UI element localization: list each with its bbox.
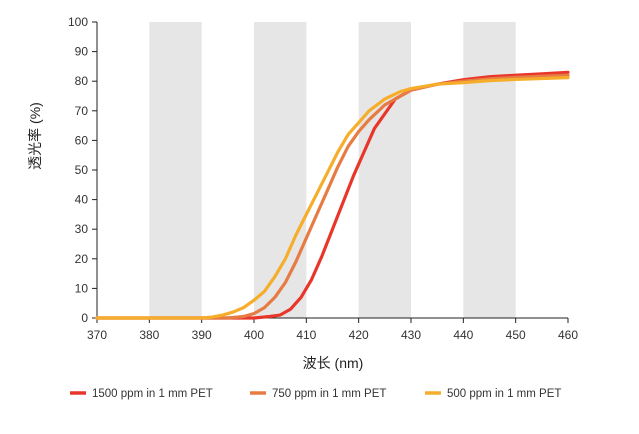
- x-tick-label: 390: [192, 328, 212, 342]
- y-tick-label: 100: [68, 15, 88, 29]
- y-tick-label: 50: [75, 163, 89, 177]
- y-tick-label: 30: [75, 222, 89, 236]
- shaded-band-2: [254, 22, 307, 318]
- x-tick-label: 400: [244, 328, 264, 342]
- shaded-band-3: [358, 22, 411, 318]
- legend-label-1: 1500 ppm in 1 mm PET: [92, 388, 213, 400]
- x-tick-label: 380: [139, 328, 159, 342]
- y-tick-label: 80: [75, 74, 89, 88]
- y-tick-labels: 0 10 20 30 40 50 60 70 80 90 100: [68, 15, 88, 325]
- series-line-3: [95, 76, 570, 320]
- x-tick-label: 420: [349, 328, 369, 342]
- y-axis-label: 透光率 (%): [27, 102, 43, 170]
- y-tick-label: 90: [75, 45, 89, 59]
- x-tick-label: 440: [453, 328, 473, 342]
- legend-label-3: 500 ppm in 1 mm PET: [447, 388, 561, 400]
- y-tick-label: 20: [75, 252, 89, 266]
- x-tick-label: 410: [296, 328, 316, 342]
- x-tick-label: 460: [558, 328, 578, 342]
- shaded-bands: [149, 22, 516, 318]
- x-tick-label: 450: [506, 328, 526, 342]
- y-tick-label: 60: [75, 133, 89, 147]
- x-axis-label: 波长 (nm): [303, 355, 364, 371]
- y-tick-label: 0: [81, 311, 88, 325]
- x-tick-labels: 370 380 390 400 410 420 430 440 450 460: [87, 328, 578, 342]
- x-tick-label: 430: [401, 328, 421, 342]
- shaded-band-1: [149, 22, 202, 318]
- series-lines: [95, 70, 570, 320]
- shaded-band-4: [463, 22, 516, 318]
- x-tick-label: 370: [87, 328, 107, 342]
- legend-label-2: 750 ppm in 1 mm PET: [272, 388, 386, 400]
- legend: 1500 ppm in 1 mm PET 750 ppm in 1 mm PET 5…: [70, 388, 561, 400]
- y-tick-label: 70: [75, 104, 89, 118]
- y-tick-label: 40: [75, 193, 89, 207]
- y-tick-label: 10: [75, 281, 89, 295]
